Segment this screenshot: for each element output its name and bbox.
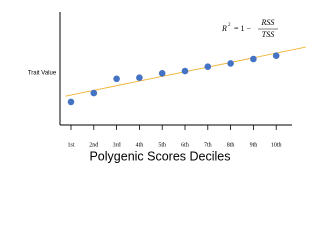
page: Trait Value Polygenic Scores Deciles R 2… bbox=[0, 0, 320, 180]
point bbox=[67, 98, 75, 106]
x-tick-label: 3rd bbox=[113, 142, 121, 148]
point bbox=[181, 67, 189, 75]
x-tick-label: 2nd bbox=[89, 142, 98, 148]
point bbox=[113, 75, 120, 83]
x-tick-label: 5th bbox=[158, 142, 166, 148]
background bbox=[0, 0, 320, 180]
x-tick-label: 6th bbox=[181, 142, 189, 148]
point bbox=[250, 55, 257, 63]
x-tick-label: 7th bbox=[204, 142, 212, 148]
point bbox=[204, 63, 212, 70]
formula-exponent: 2 bbox=[228, 23, 231, 28]
x-tick-label: 1st bbox=[67, 142, 74, 148]
x-tick-label: 4th bbox=[136, 142, 144, 148]
point bbox=[272, 52, 280, 59]
x-tick-label: 10th bbox=[271, 142, 282, 148]
x-tick-label: 9th bbox=[250, 142, 258, 148]
point bbox=[227, 60, 234, 67]
chart: Trait Value Polygenic Scores Deciles R 2… bbox=[0, 0, 320, 180]
formula: R 2 = 1 − RSS TSS bbox=[221, 18, 278, 39]
point bbox=[158, 70, 166, 77]
formula-lhs: R bbox=[221, 24, 227, 33]
x-tick-label: 8th bbox=[227, 142, 235, 148]
x-axis-label: Polygenic Scores Deciles bbox=[89, 149, 230, 163]
formula-numerator: RSS bbox=[261, 18, 275, 27]
y-axis-label: Trait Value bbox=[28, 71, 57, 77]
point bbox=[136, 74, 143, 81]
point bbox=[90, 89, 98, 97]
formula-denominator: TSS bbox=[262, 30, 274, 39]
formula-rhs: = 1 − bbox=[234, 24, 252, 33]
